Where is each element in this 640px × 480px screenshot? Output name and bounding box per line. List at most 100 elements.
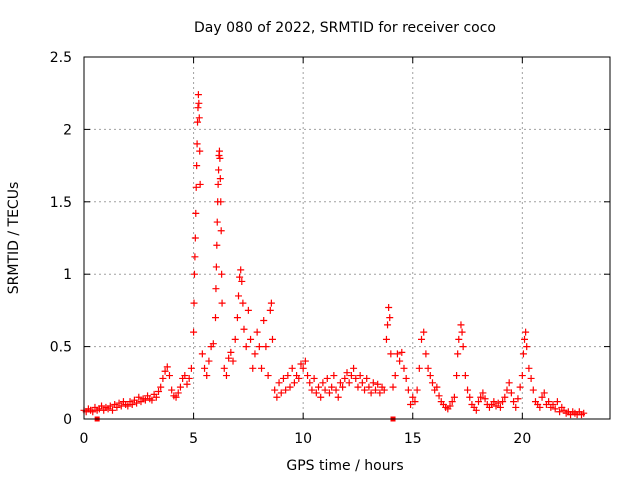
data-point bbox=[391, 372, 399, 380]
data-point bbox=[215, 166, 223, 174]
data-point bbox=[330, 372, 338, 380]
data-point bbox=[503, 386, 511, 394]
data-point bbox=[507, 389, 515, 397]
data-point bbox=[176, 383, 184, 391]
data-point bbox=[284, 372, 292, 380]
data-point bbox=[279, 374, 287, 382]
data-point bbox=[249, 364, 257, 372]
data-point bbox=[267, 299, 275, 307]
data-point bbox=[389, 383, 397, 391]
data-point bbox=[191, 253, 199, 261]
data-point bbox=[396, 357, 404, 365]
data-point bbox=[227, 348, 235, 356]
data-point bbox=[450, 393, 458, 401]
data-point bbox=[231, 335, 239, 343]
data-point bbox=[193, 162, 201, 170]
data-point bbox=[106, 402, 114, 410]
data-point bbox=[194, 91, 202, 99]
data-point bbox=[510, 398, 518, 406]
y-tick-label: 1.5 bbox=[50, 195, 72, 211]
data-point bbox=[380, 386, 388, 394]
data-point bbox=[453, 372, 461, 380]
data-point bbox=[523, 343, 531, 351]
data-point bbox=[185, 374, 193, 382]
data-point bbox=[459, 343, 467, 351]
data-point bbox=[457, 321, 465, 329]
data-points bbox=[80, 91, 588, 422]
data-point bbox=[260, 317, 268, 325]
data-point bbox=[522, 328, 530, 336]
data-point bbox=[214, 180, 222, 188]
data-point bbox=[242, 343, 250, 351]
data-point bbox=[538, 393, 546, 401]
data-point bbox=[464, 386, 472, 394]
data-point bbox=[304, 372, 312, 380]
data-point bbox=[384, 321, 392, 329]
data-point bbox=[435, 392, 443, 400]
data-point bbox=[527, 374, 535, 382]
data-point bbox=[365, 383, 373, 391]
data-point bbox=[174, 389, 182, 397]
data-point bbox=[540, 389, 548, 397]
data-point bbox=[181, 372, 189, 380]
data-point bbox=[363, 374, 371, 382]
data-point bbox=[490, 398, 498, 406]
data-point bbox=[148, 396, 156, 404]
data-point bbox=[345, 379, 353, 387]
data-point bbox=[196, 180, 204, 188]
data-point bbox=[407, 401, 415, 409]
data-point bbox=[216, 175, 224, 183]
data-point bbox=[165, 372, 173, 380]
data-point bbox=[212, 285, 220, 293]
data-point bbox=[319, 379, 327, 387]
data-point bbox=[271, 386, 279, 394]
data-point bbox=[190, 299, 198, 307]
data-point bbox=[428, 379, 436, 387]
data-point bbox=[128, 401, 136, 409]
data-point bbox=[288, 364, 296, 372]
data-point bbox=[386, 314, 394, 322]
data-point bbox=[268, 335, 276, 343]
data-point bbox=[481, 395, 489, 403]
data-point bbox=[356, 372, 364, 380]
data-point bbox=[424, 364, 432, 372]
data-point bbox=[217, 227, 225, 235]
data-point bbox=[347, 372, 355, 380]
data-point bbox=[382, 335, 390, 343]
data-point bbox=[262, 343, 270, 351]
data-point bbox=[235, 292, 243, 300]
data-point bbox=[98, 402, 106, 410]
data-point bbox=[580, 409, 588, 417]
data-point bbox=[505, 379, 513, 387]
data-point bbox=[233, 314, 241, 322]
data-point bbox=[306, 379, 314, 387]
data-point bbox=[413, 386, 421, 394]
data-point bbox=[369, 379, 377, 387]
data-point bbox=[141, 396, 149, 404]
data-point bbox=[237, 266, 245, 274]
data-point bbox=[446, 402, 454, 410]
data-point bbox=[341, 374, 349, 382]
data-point bbox=[551, 405, 559, 413]
plot-frame bbox=[83, 56, 611, 420]
data-point bbox=[275, 379, 283, 387]
data-point bbox=[387, 350, 395, 358]
data-point bbox=[339, 383, 347, 391]
data-point bbox=[117, 402, 125, 410]
data-point bbox=[321, 386, 329, 394]
data-point bbox=[209, 340, 217, 348]
data-point bbox=[420, 328, 428, 336]
data-point bbox=[157, 383, 165, 391]
y-tick-label: 0.5 bbox=[50, 340, 72, 356]
data-point bbox=[448, 398, 456, 406]
data-point bbox=[201, 364, 209, 372]
data-point bbox=[113, 403, 121, 411]
data-point bbox=[255, 343, 263, 351]
data-point bbox=[190, 328, 198, 336]
data-point bbox=[239, 299, 247, 307]
data-point bbox=[216, 154, 224, 162]
data-point bbox=[183, 380, 191, 388]
axis-ticks: 0 5 10 15 20 0 0.5 1 1.5 2 2.5 bbox=[50, 50, 610, 447]
data-point bbox=[264, 372, 272, 380]
data-point bbox=[155, 387, 163, 395]
